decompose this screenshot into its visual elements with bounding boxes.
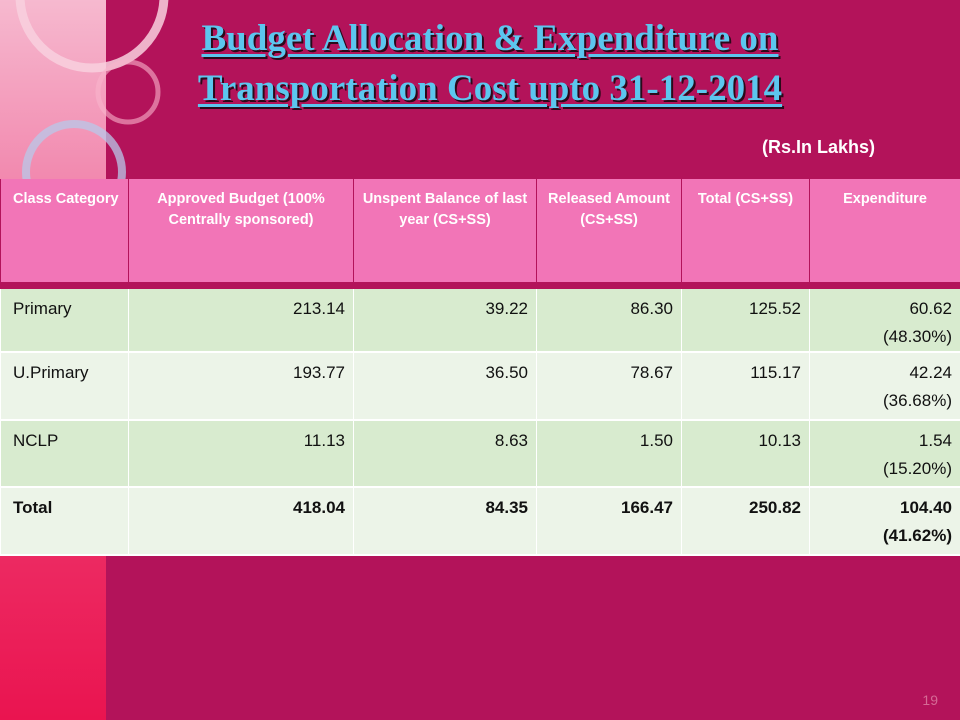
cell-released-amount: 78.67: [536, 351, 682, 421]
table-row: U.Primary 193.77 36.50 78.67 115.17 42.2…: [0, 351, 960, 421]
cell-total: 125.52: [681, 285, 810, 353]
table-row: Primary 213.14 39.22 86.30 125.52 60.62 (…: [0, 285, 960, 353]
expenditure-percent: (15.20%): [883, 458, 952, 478]
header-released-amount: Released Amount (CS+SS): [536, 179, 682, 285]
cell-approved-budget: 213.14: [128, 285, 354, 353]
cell-expenditure: 104.40 (41.62%): [809, 486, 960, 556]
decorative-rings-icon: [15, 0, 169, 220]
cell-total: 250.82: [681, 486, 810, 556]
cell-released-amount: 166.47: [536, 486, 682, 556]
header-total: Total (CS+SS): [681, 179, 810, 285]
expenditure-percent: (36.68%): [883, 390, 952, 410]
cell-approved-budget: 11.13: [128, 419, 354, 488]
header-unspent-balance: Unspent Balance of last year (CS+SS): [353, 179, 537, 285]
cell-category: NCLP: [0, 419, 129, 488]
cell-unspent-balance: 84.35: [353, 486, 537, 556]
expenditure-percent: (48.30%): [883, 326, 952, 346]
cell-category: Total: [0, 486, 129, 556]
cell-expenditure: 60.62 (48.30%): [809, 285, 960, 353]
header-approved-budget: Approved Budget (100% Centrally sponsore…: [128, 179, 354, 285]
table-header-row: Class Category Approved Budget (100% Cen…: [0, 179, 960, 285]
cell-category: Primary: [0, 285, 129, 353]
expenditure-value: 60.62: [909, 298, 952, 318]
header-class-category: Class Category: [0, 179, 129, 285]
cell-unspent-balance: 39.22: [353, 285, 537, 353]
header-expenditure: Expenditure: [809, 179, 960, 285]
expenditure-value: 42.24: [909, 362, 952, 382]
budget-table: Class Category Approved Budget (100% Cen…: [0, 179, 960, 556]
cell-approved-budget: 418.04: [128, 486, 354, 556]
slide-title: Budget Allocation & Expenditure on Trans…: [130, 14, 850, 114]
title-line-2: Transportation Cost upto 31-12-2014: [197, 68, 783, 109]
cell-approved-budget: 193.77: [128, 351, 354, 421]
cell-total: 115.17: [681, 351, 810, 421]
cell-category: U.Primary: [0, 351, 129, 421]
expenditure-value: 104.40: [900, 497, 952, 517]
title-line-1: Budget Allocation & Expenditure on: [201, 18, 779, 59]
unit-label: (Rs.In Lakhs): [762, 137, 876, 157]
cell-released-amount: 1.50: [536, 419, 682, 488]
cell-total: 10.13: [681, 419, 810, 488]
cell-expenditure: 42.24 (36.68%): [809, 351, 960, 421]
expenditure-percent: (41.62%): [883, 525, 952, 545]
cell-unspent-balance: 8.63: [353, 419, 537, 488]
expenditure-value: 1.54: [918, 430, 952, 450]
cell-released-amount: 86.30: [536, 285, 682, 353]
cell-expenditure: 1.54 (15.20%): [809, 419, 960, 488]
table-row-total: Total 418.04 84.35 166.47 250.82 104.40 (…: [0, 486, 960, 556]
cell-unspent-balance: 36.50: [353, 351, 537, 421]
table-row: NCLP 11.13 8.63 1.50 10.13 1.54 (15.20%): [0, 419, 960, 488]
page-number: 19: [922, 692, 938, 708]
